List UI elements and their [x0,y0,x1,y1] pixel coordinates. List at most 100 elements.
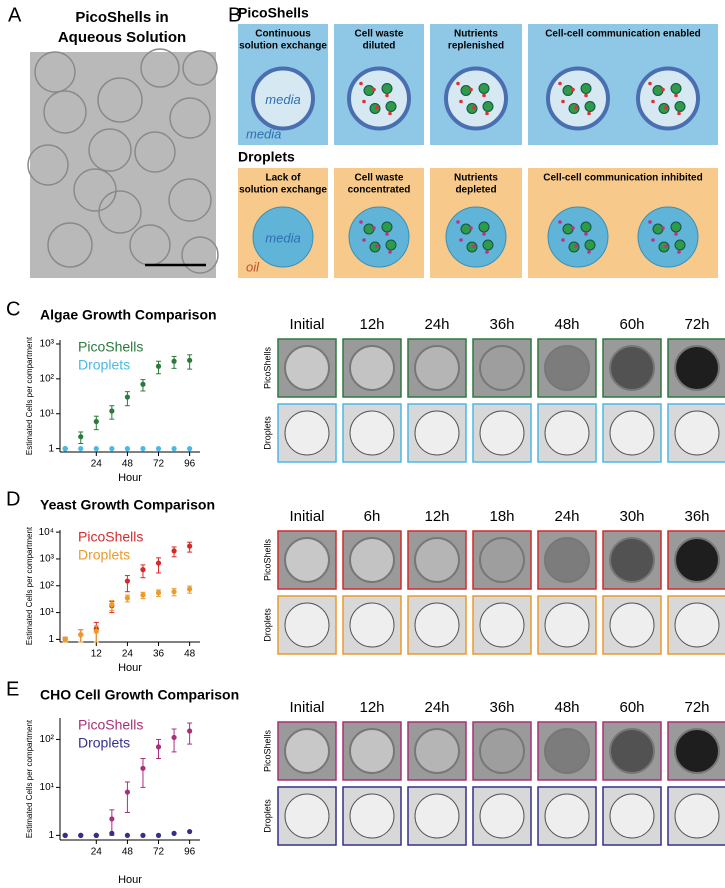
compartment [637,206,699,268]
outer-label: media [246,126,281,141]
row-label: Droplets [262,416,272,450]
compartment-image [414,728,460,774]
time-label: 48h [554,699,579,716]
micrograph [27,48,219,278]
point [93,832,99,838]
cell [369,103,381,114]
time-label: 30h [619,508,644,525]
compartment [444,66,508,131]
time-label: 24h [554,508,579,525]
box-label: diluted [363,41,396,52]
cell [482,101,494,112]
box-label: Cell-cell communication enabled [545,29,701,40]
compartment-image [674,793,720,839]
x-tick-label: 12 [91,649,103,660]
time-label: 24h [424,699,449,716]
point [171,358,177,364]
point [155,590,162,596]
chart-title: Algae Growth Comparison [40,307,217,323]
molecule [661,87,665,92]
panel-letter: E [6,678,19,700]
box-label: Lack of [265,173,301,184]
box-label: Nutrients [454,173,498,184]
time-label: 12h [424,508,449,525]
row-title: Droplets [238,149,295,165]
point [140,446,146,452]
point [78,832,84,838]
compartment-image [284,793,330,839]
time-label: 18h [489,508,514,525]
legend-entry: PicoShells [78,529,143,545]
x-tick-label: 48 [122,459,134,470]
x-tick-label: 48 [122,847,134,858]
point [155,560,162,566]
compartment-image [544,602,590,648]
compartment-image [284,728,330,774]
point [187,586,193,592]
molecule [459,99,463,104]
time-label: 60h [619,699,644,716]
cell [478,83,490,94]
y-tick-label: 1 [48,830,54,841]
box-label: solution exchange [239,41,327,52]
compartment-image [349,793,395,839]
molecule [587,250,591,254]
time-label: 72h [684,316,709,333]
outer-label: oil [246,259,260,274]
box-label: Cell waste [355,29,404,40]
point [109,601,115,608]
y-tick-label: 10² [40,580,55,591]
molecule [574,244,578,248]
media-label: media [265,230,300,245]
point [140,765,146,771]
molecule [472,244,476,248]
compartment-image [674,728,720,774]
molecule [664,105,668,110]
point [62,636,68,643]
point [187,828,193,835]
molecule [584,232,588,236]
cell [670,83,682,94]
molecule [472,105,476,110]
panel-letter: D [6,488,20,510]
cell [584,239,596,251]
cell [363,223,375,235]
molecule [456,220,460,224]
cell [674,239,686,251]
compartment-image [609,602,655,648]
cell [369,241,381,253]
compartment-image [544,345,590,391]
x-tick-label: 96 [184,459,196,470]
cell [466,241,478,253]
cell [580,83,592,94]
point [109,408,115,414]
x-axis-label: Hour [118,472,142,484]
cell [652,85,664,96]
cell [460,223,472,235]
chart-title: Yeast Growth Comparison [40,497,215,513]
point [124,832,131,838]
point [78,446,84,452]
molecule [677,111,681,116]
molecule [359,220,363,224]
molecule [388,250,392,254]
x-tick-label: 72 [153,847,165,858]
time-label: Initial [289,699,324,716]
molecule [677,250,681,254]
compartment [252,206,314,268]
compartment-image [479,345,525,391]
legend-entry: PicoShells [78,717,143,733]
molecule [375,244,379,248]
point [155,744,162,750]
point [187,357,193,363]
compartment [636,66,700,131]
molecule [456,81,460,86]
time-label: 12h [359,699,384,716]
y-tick-label: 10² [40,734,55,745]
point [109,816,115,822]
x-tick-label: 24 [122,649,134,660]
compartment-image [479,410,525,456]
compartment-image [609,345,655,391]
row-label: Droplets [262,608,272,642]
compartment-image [544,537,590,583]
